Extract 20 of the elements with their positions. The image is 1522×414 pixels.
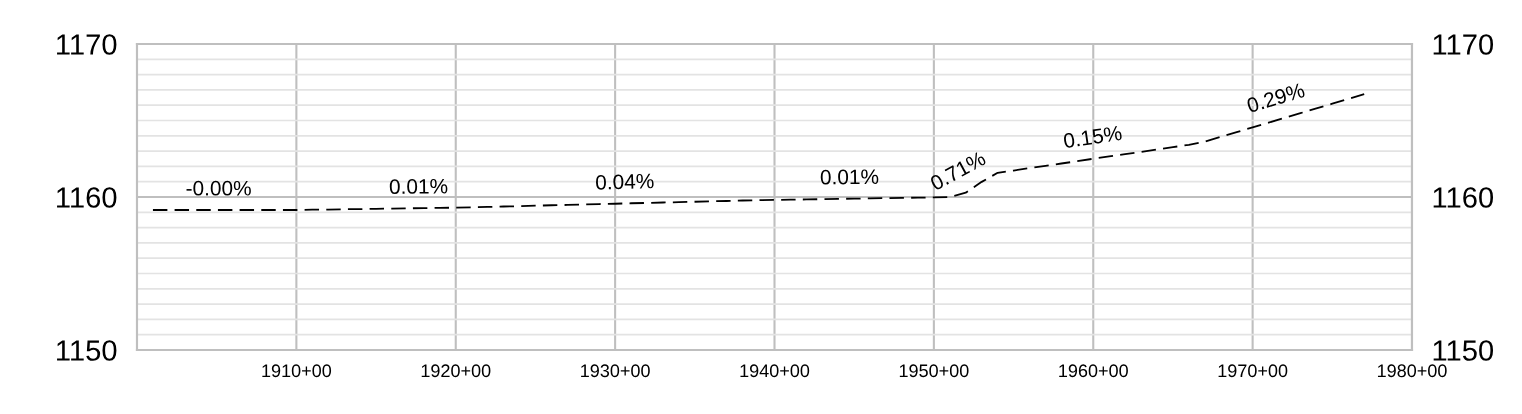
annotation: 0.01% xyxy=(820,169,879,185)
annotation: -0.00% xyxy=(186,180,251,196)
x-tick-label: 1930+00 xyxy=(581,364,650,378)
x-tick-label: 1980+00 xyxy=(1377,364,1447,378)
y2-tick-label: 1170 xyxy=(1433,34,1494,55)
x-tick-label: 1910+00 xyxy=(262,364,332,378)
x-tick-label: 1950+00 xyxy=(899,364,969,378)
y2-tick-label: 1150 xyxy=(1433,340,1494,361)
annotation: 0.29% xyxy=(1246,82,1306,114)
x-tick-label: 1970+00 xyxy=(1218,364,1288,378)
y2-tick-label: 1160 xyxy=(1433,187,1494,208)
annotation: 0.01% xyxy=(389,178,448,195)
x-tick-label: 1920+00 xyxy=(421,364,491,378)
y-tick-label: 1160 xyxy=(57,187,117,208)
y-tick-label: 1150 xyxy=(57,340,117,361)
x-tick-label: 1940+00 xyxy=(740,364,810,378)
x-tick-label: 1960+00 xyxy=(1059,364,1128,378)
annotation: 0.04% xyxy=(595,173,654,190)
y-tick-label: 1170 xyxy=(57,34,117,55)
annotation: 0.15% xyxy=(1063,125,1123,149)
